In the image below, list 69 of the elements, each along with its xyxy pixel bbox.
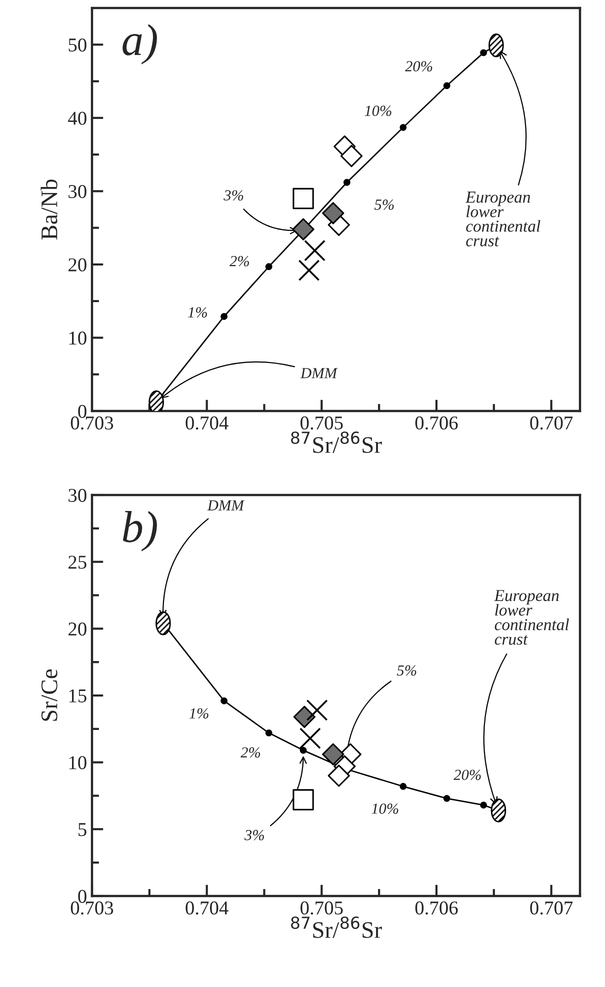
annotation: 2%	[240, 747, 260, 758]
y-tick-label: 0	[78, 404, 86, 418]
point	[322, 743, 344, 766]
y-axis-title: Sr/Ce	[41, 669, 58, 721]
annotation: 20%	[405, 61, 432, 72]
point	[299, 728, 321, 749]
y-tick-label: 40	[68, 112, 86, 125]
point	[265, 263, 272, 270]
point	[306, 699, 328, 721]
point	[480, 49, 488, 56]
annotation: 1%	[188, 307, 207, 318]
x-tick-label: 0.703	[70, 416, 114, 430]
y-tick-label: 0	[78, 890, 86, 903]
y-tick-label: 25	[68, 556, 86, 569]
point	[400, 124, 407, 131]
annotation: 5%	[396, 665, 416, 676]
y-tick-label: 10	[69, 332, 86, 345]
y-tick-label: 10	[69, 756, 86, 770]
annotation: 5%	[374, 200, 394, 210]
point	[400, 782, 407, 790]
annotation: DMM	[207, 500, 245, 510]
y-tick-label: 20	[68, 258, 86, 272]
point	[220, 313, 228, 320]
annotation: a)	[122, 24, 157, 64]
y-tick-label: 30	[68, 185, 86, 198]
point	[292, 188, 314, 210]
point	[300, 746, 307, 754]
point	[322, 202, 344, 224]
x-axis-title: $^{87}$Sr/$^{86}$Sr	[291, 916, 382, 938]
point	[443, 82, 450, 90]
x-tick-label: 0.703	[70, 901, 114, 915]
y-tick-label: 50	[68, 38, 86, 52]
annotation: 3%	[244, 830, 264, 840]
annotation: b)	[122, 511, 157, 552]
point	[340, 144, 363, 168]
x-tick-label: 0.707	[530, 416, 573, 430]
y-tick-label: 30	[68, 488, 86, 502]
point	[304, 240, 326, 262]
point	[298, 260, 320, 282]
x-tick-label: 0.704	[186, 416, 228, 430]
x-tick-label: 0.707	[530, 901, 573, 915]
y-tick-label: 15	[69, 689, 86, 702]
point	[443, 794, 450, 802]
annotation: 3%	[224, 190, 244, 201]
x-tick-label: 0.706	[415, 416, 458, 430]
annotation: European lower continental crust	[465, 192, 540, 246]
x-axis-title: $^{87}$Sr/$^{86}$Sr	[291, 431, 382, 454]
point	[293, 706, 316, 728]
point	[265, 729, 272, 736]
annotation: 2%	[229, 256, 249, 266]
x-tick-label: 0.705	[300, 901, 343, 915]
point	[328, 764, 350, 787]
annotation: 10%	[364, 106, 392, 116]
annotation: 1%	[189, 708, 208, 719]
x-tick-label: 0.706	[415, 901, 458, 915]
point	[343, 178, 350, 186]
point	[220, 697, 228, 704]
x-tick-label: 0.704	[186, 901, 228, 915]
y-axis-title: Ba/Nb	[40, 180, 58, 240]
annotation: European lower continental crust	[494, 590, 569, 645]
annotation: 20%	[454, 770, 481, 780]
annotation: 10%	[372, 804, 398, 814]
x-tick-label: 0.705	[300, 416, 343, 430]
y-tick-label: 5	[78, 823, 86, 836]
point	[480, 802, 488, 809]
annotation: DMM	[300, 368, 338, 378]
point	[292, 789, 314, 810]
point	[292, 218, 314, 240]
y-tick-label: 20	[68, 622, 86, 636]
